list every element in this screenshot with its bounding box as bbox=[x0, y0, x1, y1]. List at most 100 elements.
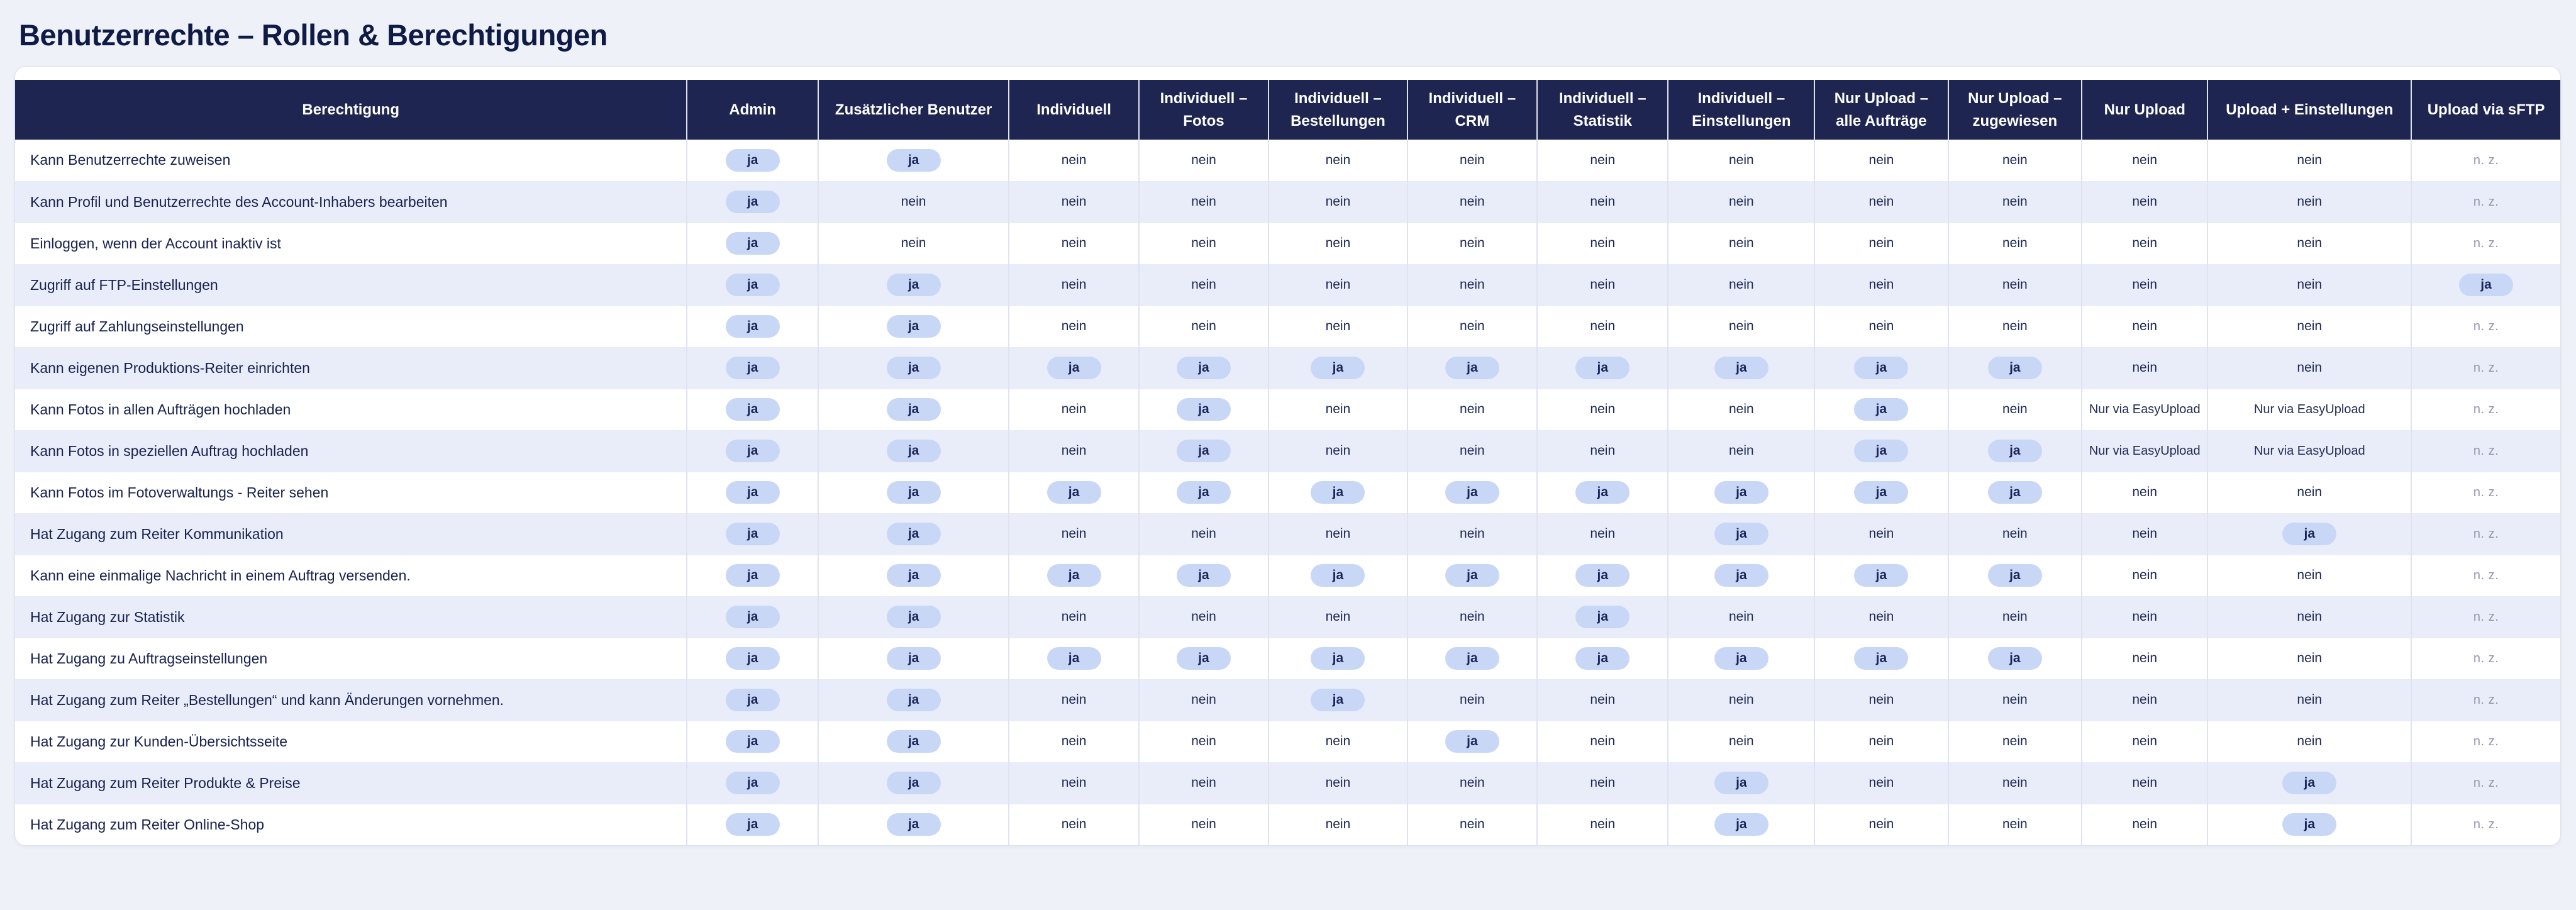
nein-value: nein bbox=[1191, 817, 1216, 832]
table-row: Kann Fotos in allen Aufträgen hochladen j… bbox=[15, 388, 2560, 430]
permission-cell: nein bbox=[1536, 305, 1668, 347]
permission-cell: ja bbox=[1138, 388, 1269, 430]
table-row: Kann Fotos im Fotoverwaltungs - Reiter s… bbox=[15, 471, 2560, 513]
not-applicable-value: n. z. bbox=[2473, 195, 2499, 209]
column-header-5: Individuell – Bestellungen bbox=[1268, 80, 1407, 140]
permission-cell: nein bbox=[1138, 720, 1269, 762]
permission-cell: nein bbox=[1008, 140, 1139, 181]
permission-cell: n. z. bbox=[2411, 222, 2560, 264]
ja-badge: ja bbox=[1987, 480, 2042, 504]
ja-badge: ja bbox=[1445, 730, 1499, 753]
permission-cell: ja bbox=[1536, 554, 1668, 596]
nein-value: nein bbox=[1191, 609, 1216, 624]
ja-badge: ja bbox=[1445, 480, 1499, 504]
permission-cell: ja bbox=[1814, 347, 1948, 389]
permission-label: Hat Zugang zum Reiter Kommunikation bbox=[15, 513, 687, 555]
ja-badge: ja bbox=[1046, 480, 1101, 504]
ja-badge: ja bbox=[1987, 439, 2042, 463]
ja-badge: ja bbox=[1445, 646, 1499, 670]
nein-value: nein bbox=[1590, 817, 1616, 832]
permission-cell: ja bbox=[686, 471, 818, 513]
nein-value: nein bbox=[2297, 319, 2323, 333]
ja-badge: ja bbox=[1714, 646, 1768, 670]
permission-label: Hat Zugang zum Reiter Produkte & Preise bbox=[15, 762, 687, 804]
permission-cell: ja bbox=[817, 803, 1009, 845]
nein-value: nein bbox=[2297, 568, 2323, 582]
nein-value: nein bbox=[1460, 319, 1485, 333]
permission-cell: n. z. bbox=[2411, 554, 2560, 596]
permission-cell: nein bbox=[1667, 180, 1815, 223]
permission-label: Zugriff auf Zahlungseinstellungen bbox=[15, 305, 687, 347]
permission-label: Kann Fotos in allen Aufträgen hochladen bbox=[15, 388, 687, 430]
permission-cell: nein bbox=[1268, 140, 1407, 181]
permission-cell: nein bbox=[1814, 679, 1948, 721]
ja-badge: ja bbox=[886, 605, 941, 629]
permission-cell: n. z. bbox=[2411, 637, 2560, 679]
ja-badge: ja bbox=[1311, 646, 1365, 670]
permission-cell: nein bbox=[1947, 596, 2082, 638]
permission-cell: nein bbox=[1814, 305, 1948, 347]
permission-cell: nein bbox=[1536, 720, 1668, 762]
permission-cell: ja bbox=[686, 513, 818, 555]
permission-cell: nein bbox=[1536, 430, 1668, 472]
ja-badge: ja bbox=[1854, 646, 1909, 670]
permission-cell: nein bbox=[817, 180, 1009, 223]
nein-value: nein bbox=[1728, 319, 1754, 333]
permission-cell: nein bbox=[1947, 222, 2082, 264]
nein-value: nein bbox=[1868, 817, 1894, 832]
nein-value: nein bbox=[2297, 609, 2323, 624]
permission-cell: ja bbox=[1667, 347, 1815, 389]
nein-value: nein bbox=[2002, 692, 2028, 707]
permission-cell: ja bbox=[686, 180, 818, 223]
ja-badge: ja bbox=[2282, 522, 2337, 546]
table-body: Kann Benutzerrechte zuweisen ja ja nein nein… bbox=[15, 140, 2560, 845]
nein-value: nein bbox=[1460, 692, 1485, 707]
ja-badge: ja bbox=[1176, 439, 1231, 463]
ja-badge: ja bbox=[725, 190, 780, 214]
permission-cell: Nur via EasyUpload bbox=[2081, 430, 2208, 472]
nein-value: nein bbox=[1325, 734, 1351, 748]
permission-cell: nein bbox=[2081, 762, 2208, 804]
column-header-9: Nur Upload – alle Aufträge bbox=[1814, 80, 1948, 140]
ja-badge: ja bbox=[1854, 439, 1909, 463]
nein-value: nein bbox=[1191, 194, 1216, 209]
table-row: Hat Zugang zum Reiter Produkte & Preise j… bbox=[15, 762, 2560, 804]
permission-cell: ja bbox=[1947, 554, 2082, 596]
permission-cell: nein bbox=[2081, 305, 2208, 347]
ja-badge: ja bbox=[1176, 480, 1231, 504]
nein-value: nein bbox=[1590, 194, 1616, 209]
nein-value: nein bbox=[1590, 734, 1616, 748]
permission-cell: nein bbox=[1667, 140, 1815, 181]
ja-badge: ja bbox=[725, 730, 780, 753]
permission-cell: nein bbox=[1406, 679, 1538, 721]
permission-cell: ja bbox=[817, 554, 1009, 596]
permission-label: Kann Fotos im Fotoverwaltungs - Reiter s… bbox=[15, 471, 687, 513]
ja-badge: ja bbox=[1176, 356, 1231, 380]
permission-cell: ja bbox=[1268, 679, 1407, 721]
permission-cell: nein bbox=[1268, 264, 1407, 306]
permission-cell: ja bbox=[1268, 554, 1407, 596]
nein-value: nein bbox=[1868, 277, 1894, 292]
permission-cell: nein bbox=[2081, 222, 2208, 264]
permission-cell: nein bbox=[1008, 513, 1139, 555]
nein-value: nein bbox=[2132, 817, 2158, 832]
nein-value: nein bbox=[1325, 194, 1351, 209]
nein-value: nein bbox=[1191, 152, 1216, 167]
permission-cell: nein bbox=[1406, 264, 1538, 306]
permission-cell: nein bbox=[1406, 305, 1538, 347]
permission-cell: Nur via EasyUpload bbox=[2081, 388, 2208, 430]
permission-cell: ja bbox=[1138, 554, 1269, 596]
permission-cell: ja bbox=[817, 637, 1009, 679]
ja-badge: ja bbox=[1311, 480, 1365, 504]
permission-cell: ja bbox=[1268, 637, 1407, 679]
permission-cell: ja bbox=[1814, 471, 1948, 513]
permission-cell: nein bbox=[2081, 513, 2208, 555]
nein-value: nein bbox=[1325, 402, 1351, 416]
ja-badge: ja bbox=[725, 397, 780, 421]
nein-value: nein bbox=[2297, 485, 2323, 499]
permission-cell: ja bbox=[817, 388, 1009, 430]
permission-cell: ja bbox=[1008, 471, 1139, 513]
table-row: Einloggen, wenn der Account inaktiv ist j… bbox=[15, 222, 2560, 264]
nein-value: nein bbox=[1191, 692, 1216, 707]
nein-value: nein bbox=[1868, 236, 1894, 250]
